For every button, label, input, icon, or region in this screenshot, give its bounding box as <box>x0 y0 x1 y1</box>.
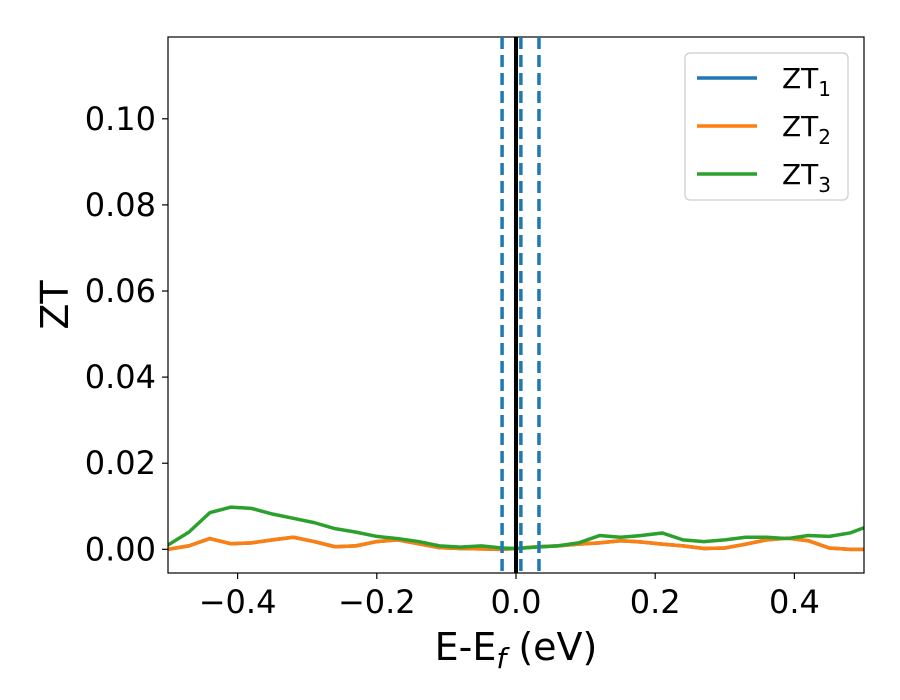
x-axis-title: E-Ef (eV) <box>435 625 598 675</box>
x-tick-label: −0.2 <box>338 583 416 621</box>
y-tick-label: 0.00 <box>85 530 156 568</box>
x-axis: −0.4 −0.2 0.0 0.2 0.4 <box>199 573 820 621</box>
y-tick-label: 0.08 <box>85 186 156 224</box>
y-tick-label: 0.04 <box>85 358 156 396</box>
legend-label-1: ZT1 <box>782 62 831 101</box>
x-axis-title-unit: (eV) <box>506 625 597 669</box>
y-tick-label: 0.10 <box>85 100 156 138</box>
legend-label-main: ZT <box>782 62 819 95</box>
legend-label-subscript: 2 <box>818 125 831 149</box>
x-tick-label: 0.4 <box>769 583 820 621</box>
reference-lines <box>500 37 541 573</box>
y-axis-title: ZT <box>33 280 77 330</box>
legend-label-subscript: 3 <box>818 173 831 197</box>
y-axis: 0.00 0.02 0.04 0.06 0.08 0.10 <box>85 100 168 568</box>
legend-label-2: ZT2 <box>782 110 831 149</box>
x-tick-label: −0.4 <box>199 583 277 621</box>
y-tick-label: 0.02 <box>85 444 156 482</box>
x-tick-label: 0.0 <box>491 583 542 621</box>
legend-label-subscript: 1 <box>818 77 831 101</box>
y-tick-label: 0.06 <box>85 272 156 310</box>
legend-box <box>684 52 849 201</box>
legend-label-3: ZT3 <box>782 158 831 197</box>
legend-label-main: ZT <box>782 110 819 143</box>
x-axis-title-main: E-E <box>435 625 497 669</box>
x-tick-label: 0.2 <box>630 583 681 621</box>
legend-label-main: ZT <box>782 158 819 191</box>
